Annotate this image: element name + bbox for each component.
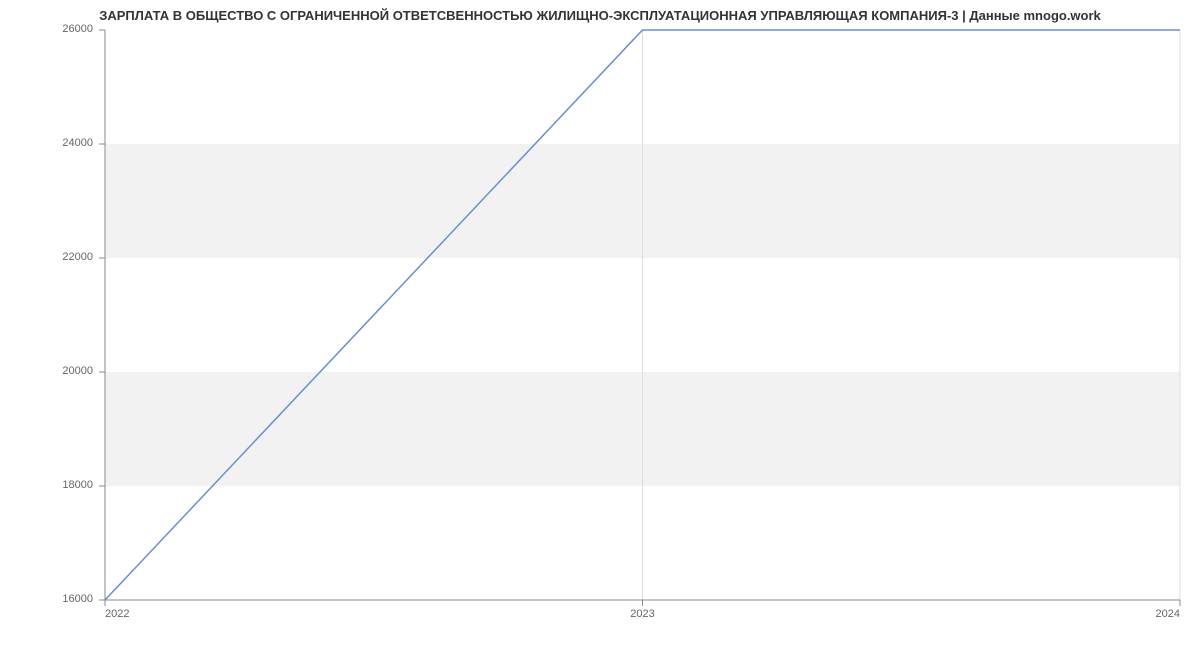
chart-title: ЗАРПЛАТА В ОБЩЕСТВО С ОГРАНИЧЕННОЙ ОТВЕТ… <box>0 8 1200 23</box>
chart-plot <box>105 30 1180 600</box>
x-tick-label: 2022 <box>105 608 165 620</box>
y-tick-label: 24000 <box>0 137 93 149</box>
x-tick-label: 2023 <box>613 608 673 620</box>
x-tick-label: 2024 <box>1120 608 1180 620</box>
chart-container: ЗАРПЛАТА В ОБЩЕСТВО С ОГРАНИЧЕННОЙ ОТВЕТ… <box>0 0 1200 650</box>
y-tick-label: 20000 <box>0 365 93 377</box>
y-tick-label: 26000 <box>0 23 93 35</box>
y-tick-label: 18000 <box>0 479 93 491</box>
y-tick-label: 16000 <box>0 593 93 605</box>
y-tick-label: 22000 <box>0 251 93 263</box>
